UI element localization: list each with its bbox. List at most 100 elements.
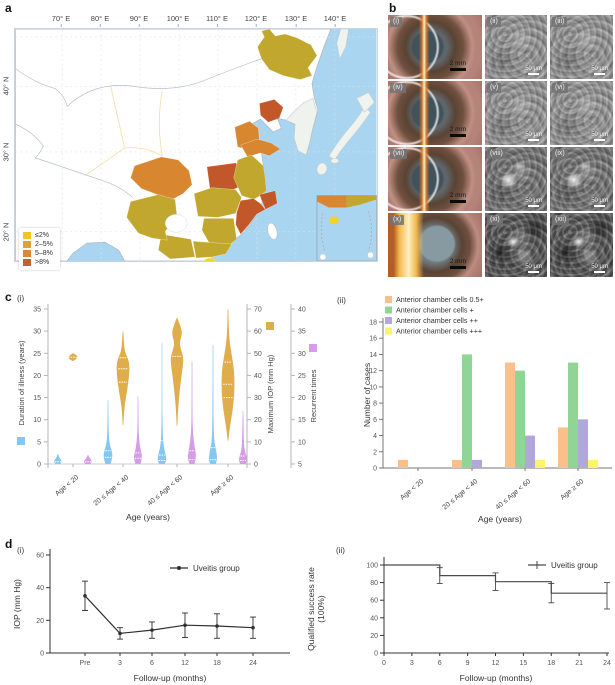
south-china-sea-inset <box>316 195 377 261</box>
svg-text:0: 0 <box>40 651 44 658</box>
west-province-borders <box>84 86 163 177</box>
svg-text:25: 25 <box>33 351 41 358</box>
violin-series-1 <box>68 309 235 441</box>
lat-label: 40° N <box>1 76 11 96</box>
bar <box>515 370 525 468</box>
svg-text:24: 24 <box>603 660 611 667</box>
svg-text:6: 6 <box>150 660 154 667</box>
svg-text:21: 21 <box>575 660 583 667</box>
legend: Uveitis group <box>170 564 240 573</box>
legend-swatch <box>23 232 31 239</box>
svg-text:Age ≥ 60: Age ≥ 60 <box>209 474 235 497</box>
bar-series-2 <box>472 419 588 468</box>
violin <box>54 454 62 464</box>
svg-text:16: 16 <box>369 336 377 343</box>
svg-text:10: 10 <box>254 439 262 446</box>
svg-text:0: 0 <box>37 462 41 469</box>
svg-text:35: 35 <box>33 307 41 314</box>
b-cell-viii: (viii) 50 μm <box>485 147 547 211</box>
svg-text:15: 15 <box>33 395 41 402</box>
series-uveitis <box>82 580 256 640</box>
svg-text:Pre: Pre <box>80 660 91 667</box>
panel-d-i-label: (i) <box>17 546 25 555</box>
lat-label: 30° N <box>1 142 11 162</box>
svg-text:Age ≥ 60: Age ≥ 60 <box>559 478 585 501</box>
lon-label: 120° E <box>245 14 268 27</box>
svg-text:10: 10 <box>33 417 41 424</box>
clinical-image-grid: (i) 2 mm (ii) 50 μm (iii) 50 μm (iv) 2 mm (v) 50 … <box>388 15 613 277</box>
cell-label-badge: (ii) <box>487 17 501 27</box>
region-jiangxi-fujian <box>235 198 266 235</box>
svg-text:14: 14 <box>369 352 377 359</box>
svg-text:Age < 20: Age < 20 <box>54 474 80 498</box>
svg-text:60: 60 <box>36 553 44 560</box>
region-heilongjiang <box>257 29 318 80</box>
svg-text:10: 10 <box>298 439 306 446</box>
svg-text:Anterior chamber cells +++: Anterior chamber cells +++ <box>396 327 482 336</box>
svg-text:2: 2 <box>373 449 377 456</box>
svg-text:(100%): (100%) <box>316 595 326 623</box>
svg-text:30: 30 <box>254 395 262 402</box>
violin <box>170 317 184 426</box>
svg-text:Uveitis group: Uveitis group <box>551 561 598 570</box>
svg-text:40: 40 <box>254 373 262 380</box>
violin-series-2 <box>84 361 247 464</box>
b-cell-xii: (xii) 50 μm <box>550 213 613 277</box>
svg-text:Maximum IOP (mm Hg): Maximum IOP (mm Hg) <box>266 354 275 433</box>
chart-anterior-chamber-cells: 0 2 4 6 8 10 12 14 16 18 Age < 20 20 ≤ Age < 40 40 ≤… <box>362 295 612 524</box>
svg-text:20 ≤ Age < 40: 20 ≤ Age < 40 <box>93 474 131 507</box>
bar <box>568 362 578 468</box>
svg-text:Age (years): Age (years) <box>478 514 522 524</box>
legend: Anterior chamber cells 0.5+ Anterior cham… <box>385 295 484 336</box>
svg-text:12: 12 <box>181 660 189 667</box>
svg-text:30: 30 <box>298 351 306 358</box>
svg-text:18: 18 <box>547 660 555 667</box>
b-cell-xi: (xi) 50 μm <box>485 213 547 277</box>
cell-label-badge: (iii) <box>552 17 568 27</box>
y-axis-left: 0 5 10 15 20 25 30 35 <box>33 304 49 469</box>
map-legend-row: 2–5% <box>23 240 53 249</box>
region-hubei <box>193 187 242 218</box>
series-uveitis <box>384 564 610 610</box>
svg-text:12: 12 <box>492 660 500 667</box>
cell-label-badge: (vii) <box>390 149 408 159</box>
b-cell-vii: (vii) 2 mm <box>388 147 482 211</box>
b-cell-x: (x) 2 mm <box>388 213 482 277</box>
cell-label-badge: (vi) <box>552 83 568 93</box>
violin <box>68 353 78 361</box>
svg-text:Qualified success rate: Qualified success rate <box>306 567 316 651</box>
svg-text:50: 50 <box>254 351 262 358</box>
svg-text:12: 12 <box>369 368 377 375</box>
svg-text:0: 0 <box>374 651 378 658</box>
lon-label: 110° E <box>206 14 228 27</box>
svg-text:40: 40 <box>36 585 44 592</box>
bar <box>398 459 408 468</box>
violin <box>116 331 130 426</box>
map-svg <box>15 29 377 261</box>
bar <box>558 427 568 468</box>
svg-text:100: 100 <box>366 563 378 570</box>
legend-label: >8% <box>35 259 50 266</box>
lon-label: 100° E <box>167 14 190 27</box>
svg-text:0: 0 <box>382 660 386 667</box>
svg-text:70: 70 <box>254 307 262 314</box>
bar <box>462 354 472 468</box>
panel-c-label: c <box>5 290 12 304</box>
violin <box>134 396 142 464</box>
y-axis-right-iop: 0 10 20 30 40 50 60 70 <box>246 304 262 469</box>
svg-text:Anterior chamber cells 0.5+: Anterior chamber cells 0.5+ <box>396 295 484 304</box>
b-cell-iv: (iv) 2 mm <box>388 81 482 145</box>
panel-c-ii-label: (ii) <box>337 296 346 305</box>
svg-text:8: 8 <box>373 401 377 408</box>
svg-text:10: 10 <box>369 384 377 391</box>
svg-text:30: 30 <box>33 329 41 336</box>
svg-text:6: 6 <box>438 660 442 667</box>
chart-iop-followup: 0 20 40 60 Pre 3 6 12 18 24 Uveitis group IOP (mm H… <box>12 549 290 683</box>
lon-label: 80° E <box>91 14 109 27</box>
scale-bar: 50 μm <box>525 132 542 141</box>
panel-c-i-label: (i) <box>17 294 25 303</box>
violin <box>208 345 217 464</box>
japan-honshu <box>328 105 371 161</box>
svg-text:Duration of illness (years): Duration of illness (years) <box>17 340 26 426</box>
bar <box>505 362 515 468</box>
